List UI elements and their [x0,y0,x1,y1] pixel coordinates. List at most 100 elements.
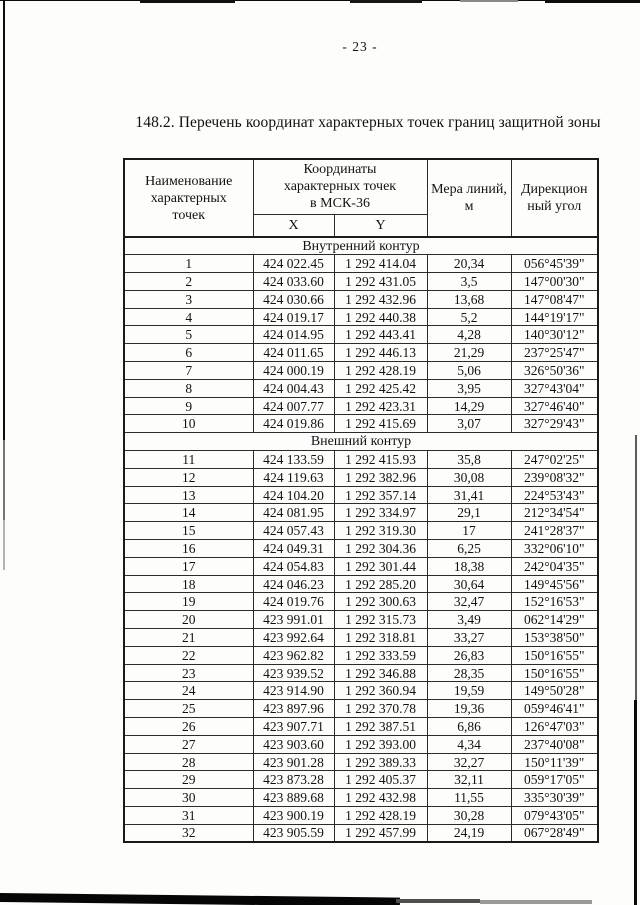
cell-point-number: 27 [123,734,254,754]
contour-section-title: Внутренний контур [123,236,599,256]
cell-x: 423 905.59 [252,823,335,843]
cell-x: 424 014.95 [252,325,335,345]
cell-y: 1 292 428.19 [333,806,428,825]
table-row: 8 424 004.43 1 292 425.42 3,95 327°43'04" [123,378,599,398]
cell-line-length: 19,36 [426,699,512,719]
cell-direction-angle: 152°16'53" [510,592,599,612]
cell-direction-angle: 247°02'25" [510,450,599,469]
cell-line-length: 13,68 [426,289,512,309]
table-row: 6 424 011.65 1 292 446.13 21,29 237°25'47" [123,343,599,363]
cell-x: 423 939.52 [252,663,335,683]
cell-line-length: 26,83 [426,645,512,665]
cell-point-number: 4 [123,307,254,327]
cell-point-number: 22 [123,645,254,665]
cell-x: 424 133.59 [252,450,335,469]
cell-point-number: 31 [123,806,254,825]
cell-y: 1 292 431.05 [333,272,428,291]
cell-x: 424 011.65 [252,343,335,363]
table-row: 2 424 033.60 1 292 431.05 3,5 147°00'30" [123,272,599,291]
scan-artifact-bottom-bar [0,893,400,905]
table-row: 25 423 897.96 1 292 370.78 19,36 059°46'41" [123,699,599,719]
table-row: 17 424 054.83 1 292 301.44 18,38 242°04'35" [123,556,599,576]
cell-x: 423 903.60 [252,734,335,754]
cell-direction-angle: 327°43'04" [510,378,599,398]
table-row: 16 424 049.31 1 292 304.36 6,25 332°06'10" [123,539,599,558]
cell-x: 423 897.96 [252,699,335,719]
cell-y: 1 292 415.69 [333,414,428,434]
cell-point-number: 26 [123,717,254,736]
header-direction-angle: Дирекцион ный угол [510,158,599,238]
cell-point-number: 14 [123,503,254,523]
cell-x: 424 046.23 [252,574,335,594]
cell-point-number: 13 [123,485,254,505]
cell-direction-angle: 140°30'12" [510,325,599,345]
document-section-title: 148.2. Перечень координат характерных то… [135,114,601,131]
table-row: 22 423 962.82 1 292 333.59 26,83 150°16'55" [123,645,599,665]
cell-direction-angle: 150°16'55" [510,645,599,665]
cell-x: 424 081.95 [252,503,335,523]
scan-artifact-left-edge [3,440,5,520]
cell-y: 1 292 446.13 [333,343,428,363]
cell-point-number: 21 [123,628,254,647]
table-row: 10 424 019.86 1 292 415.69 3,07 327°29'43" [123,414,599,434]
cell-line-length: 31,41 [426,485,512,505]
cell-point-number: 16 [123,539,254,558]
cell-direction-angle: 149°50'28" [510,681,599,701]
cell-direction-angle: 326°50'36" [510,361,599,380]
cell-point-number: 15 [123,521,254,541]
header-y: Y [333,213,428,238]
scan-artifact-left-edge [3,0,5,440]
cell-y: 1 292 423.31 [333,396,428,416]
cell-y: 1 292 357.14 [333,485,428,505]
cell-x: 423 889.68 [252,788,335,807]
cell-y: 1 292 440.38 [333,307,428,327]
cell-line-length: 3,95 [426,378,512,398]
table-row: 23 423 939.52 1 292 346.88 28,35 150°16'55" [123,663,599,683]
cell-y: 1 292 389.33 [333,752,428,772]
table-row: 20 423 991.01 1 292 315.73 3,49 062°14'29" [123,610,599,630]
table-row: 28 423 901.28 1 292 389.33 32,27 150°11'39" [123,752,599,772]
cell-x: 423 914.90 [252,681,335,701]
table-row: 26 423 907.71 1 292 387.51 6,86 126°47'03" [123,717,599,736]
cell-point-number: 20 [123,610,254,630]
cell-line-length: 30,08 [426,467,512,487]
cell-point-number: 23 [123,663,254,683]
cell-point-number: 24 [123,681,254,701]
cell-line-length: 3,5 [426,272,512,291]
cell-line-length: 32,47 [426,592,512,612]
cell-point-number: 30 [123,788,254,807]
cell-point-number: 8 [123,378,254,398]
cell-line-length: 3,49 [426,610,512,630]
cell-y: 1 292 301.44 [333,556,428,576]
cell-y: 1 292 387.51 [333,717,428,736]
cell-direction-angle: 153°38'50" [510,628,599,647]
cell-x: 423 962.82 [252,645,335,665]
cell-y: 1 292 425.42 [333,378,428,398]
page-number: - 23 - [342,39,378,54]
cell-y: 1 292 304.36 [333,539,428,558]
contour-section-title: Внешний контур [123,432,599,452]
cell-x: 424 033.60 [252,272,335,291]
cell-line-length: 5,2 [426,307,512,327]
cell-direction-angle: 239°08'32" [510,467,599,487]
table-row: 5 424 014.95 1 292 443.41 4,28 140°30'12" [123,325,599,345]
contour-section-row: Внутренний контур [123,236,599,256]
cell-direction-angle: 149°45'56" [510,574,599,594]
scan-artifact-top-segment [460,0,518,2]
cell-line-length: 32,11 [426,770,512,790]
cell-direction-angle: 147°00'30" [510,272,599,291]
scan-artifact-top-segment [140,0,235,3]
cell-x: 423 873.28 [252,770,335,790]
table-row: 12 424 119.63 1 292 382.96 30,08 239°08'32" [123,467,599,487]
cell-point-number: 11 [123,450,254,469]
cell-direction-angle: 237°25'47" [510,343,599,363]
cell-x: 423 991.01 [252,610,335,630]
cell-y: 1 292 300.63 [333,592,428,612]
cell-point-number: 17 [123,556,254,576]
cell-direction-angle: 126°47'03" [510,717,599,736]
cell-line-length: 35,8 [426,450,512,469]
cell-line-length: 3,07 [426,414,512,434]
cell-x: 423 992.64 [252,628,335,647]
table-body: Внутренний контур 1 424 022.45 1 292 414.04… [123,236,599,843]
cell-point-number: 5 [123,325,254,345]
